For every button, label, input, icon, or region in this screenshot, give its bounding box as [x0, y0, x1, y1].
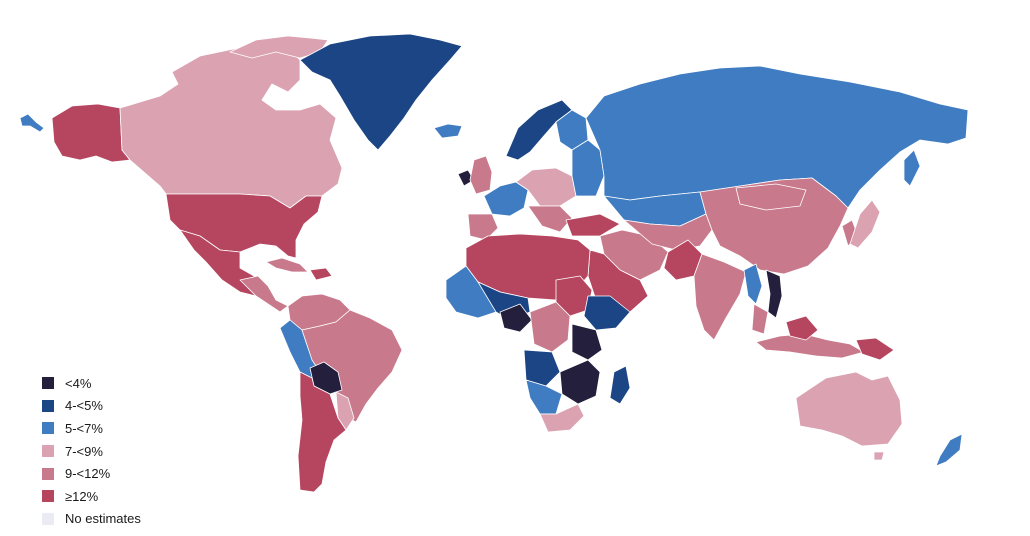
region-indonesia[interactable] — [755, 333, 865, 359]
region-uk[interactable] — [469, 155, 493, 195]
region-southern-africa[interactable] — [559, 359, 601, 405]
region-greenland[interactable] — [299, 33, 463, 151]
legend-label: ≥12% — [65, 488, 99, 504]
region-madagascar[interactable] — [609, 365, 631, 405]
legend-swatch — [42, 490, 54, 503]
region-southeast-asia[interactable] — [751, 303, 769, 335]
region-balkans[interactable] — [527, 205, 573, 233]
region-png[interactable] — [855, 337, 895, 361]
map-legend: <4% 4-<5% 5-<7% 7-<9% 9-<12% ≥12% No est… — [42, 372, 141, 530]
region-india[interactable] — [693, 253, 747, 341]
region-canada-islands[interactable] — [229, 35, 329, 59]
legend-item-4to5: 4-<5% — [42, 395, 141, 418]
region-central-africa[interactable] — [529, 301, 571, 353]
legend-item-no-estimates: No estimates — [42, 508, 141, 531]
region-vietnam[interactable] — [765, 269, 783, 319]
legend-item-9to12: 9-<12% — [42, 462, 141, 485]
legend-label: 4-<5% — [65, 398, 103, 414]
legend-label: 5-<7% — [65, 420, 103, 436]
legend-swatch — [42, 377, 54, 390]
region-australia[interactable] — [795, 371, 903, 447]
legend-swatch — [42, 422, 54, 435]
region-eastern-europe[interactable] — [571, 139, 605, 197]
region-east-africa[interactable] — [571, 323, 603, 361]
legend-item-5to7: 5-<7% — [42, 417, 141, 440]
region-japan[interactable] — [849, 199, 881, 249]
legend-item-7to9: 7-<9% — [42, 440, 141, 463]
legend-label: 7-<9% — [65, 443, 103, 459]
region-myanmar[interactable] — [743, 263, 763, 305]
region-ethiopia[interactable] — [583, 295, 631, 331]
region-cuba[interactable] — [265, 257, 309, 273]
region-congo[interactable] — [523, 349, 561, 387]
legend-swatch — [42, 512, 54, 525]
legend-item-ge12: ≥12% — [42, 485, 141, 508]
region-nigeria[interactable] — [499, 303, 533, 333]
region-sakhalin[interactable] — [903, 149, 921, 187]
legend-swatch — [42, 445, 54, 458]
region-china[interactable] — [699, 177, 849, 275]
region-tasmania[interactable] — [873, 451, 885, 461]
region-argentina-chile[interactable] — [297, 371, 347, 493]
region-alaska[interactable] — [51, 103, 131, 163]
region-western-europe[interactable] — [483, 181, 529, 217]
legend-label: No estimates — [65, 511, 141, 527]
region-mongolia[interactable] — [735, 183, 807, 211]
region-turkey[interactable] — [565, 213, 621, 237]
region-caribbean[interactable] — [309, 267, 333, 281]
legend-swatch — [42, 399, 54, 412]
legend-label: <4% — [65, 375, 92, 391]
region-iceland[interactable] — [433, 123, 463, 139]
legend-item-lt4: <4% — [42, 372, 141, 395]
region-aleutians[interactable] — [19, 113, 45, 133]
region-usa[interactable] — [165, 193, 323, 259]
region-paraguay-uruguay[interactable] — [335, 391, 355, 431]
region-new-zealand[interactable] — [935, 433, 963, 467]
region-south-africa[interactable] — [539, 403, 585, 433]
region-angola-namibia[interactable] — [525, 379, 563, 415]
legend-swatch — [42, 467, 54, 480]
legend-label: 9-<12% — [65, 466, 111, 482]
region-borneo[interactable] — [785, 315, 819, 341]
region-iberia[interactable] — [467, 213, 499, 241]
